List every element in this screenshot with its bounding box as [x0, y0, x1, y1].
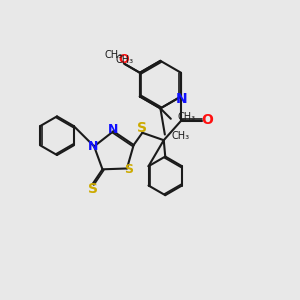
Text: S: S [137, 121, 147, 135]
Text: S: S [88, 182, 98, 196]
Text: CH₃: CH₃ [177, 112, 196, 122]
Text: O: O [118, 53, 129, 66]
Text: O: O [201, 113, 213, 127]
Text: S: S [124, 164, 133, 176]
Text: N: N [108, 123, 118, 136]
Text: CH₃: CH₃ [104, 50, 123, 60]
Text: N: N [87, 140, 98, 153]
Text: CH₃: CH₃ [171, 131, 190, 141]
Text: N: N [176, 92, 188, 106]
Text: CH₃: CH₃ [116, 55, 134, 65]
